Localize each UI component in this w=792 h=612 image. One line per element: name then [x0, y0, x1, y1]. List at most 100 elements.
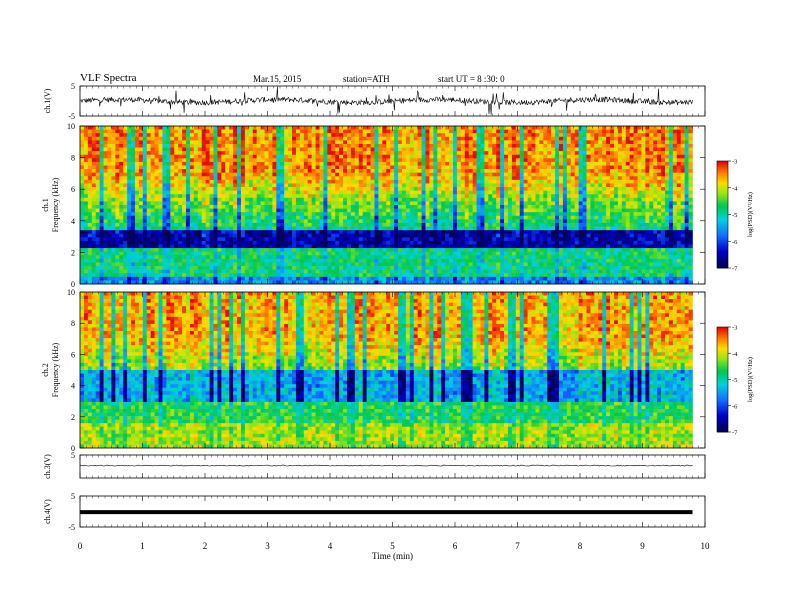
- spectrogram-cell: [586, 201, 591, 206]
- spectrogram-cell: [417, 208, 422, 213]
- spectrogram-cell: [284, 212, 289, 217]
- spectrogram-cell: [519, 190, 524, 195]
- spectrogram-cell: [484, 133, 489, 138]
- spectrogram-cell: [378, 154, 383, 159]
- spectrogram-cell: [111, 169, 116, 173]
- spectrogram-cell: [476, 169, 481, 173]
- spectrogram-cell: [327, 179, 332, 184]
- spectrogram-cell: [590, 194, 595, 199]
- spectrogram-cell: [146, 161, 151, 166]
- spectrogram-cell: [244, 201, 250, 206]
- spectrogram-cell: [162, 219, 167, 224]
- spectrogram-cell: [621, 154, 627, 159]
- spectrogram-cell: [311, 133, 316, 138]
- spectrogram-cell: [437, 158, 442, 163]
- spectrogram-cell: [496, 205, 501, 209]
- spectrogram-cell: [182, 151, 187, 156]
- spectrogram-cell: [531, 133, 536, 138]
- spectrogram-cell: [492, 197, 497, 202]
- spectrogram-cell: [405, 140, 411, 145]
- spectrogram-cell: [684, 147, 689, 152]
- spectrogram-cell: [613, 129, 619, 134]
- spectrogram-cell: [394, 154, 399, 159]
- spectrogram-cell: [621, 158, 627, 163]
- spectrogram-cell: [441, 201, 446, 206]
- spectrogram-cell: [641, 183, 646, 188]
- spectrogram-cell: [555, 176, 560, 181]
- spectrogram-cell: [295, 151, 301, 156]
- spectrogram-cell: [99, 230, 104, 235]
- spectrogram-cell: [511, 183, 517, 188]
- spectrogram-cell: [661, 208, 666, 213]
- spectrogram-cell: [453, 183, 458, 188]
- spectrogram-cell: [586, 190, 591, 195]
- spectrogram-cell: [311, 143, 316, 148]
- spectrogram-cell: [233, 194, 238, 199]
- spectrogram-cell: [299, 158, 305, 163]
- spectrogram-cell: [602, 172, 607, 177]
- spectrogram-cell: [511, 143, 517, 148]
- spectrogram-cell: [229, 226, 234, 231]
- spectrogram-cell: [398, 230, 403, 235]
- spectrogram-cell: [539, 205, 544, 209]
- spectrogram-cell: [590, 133, 595, 138]
- spectrogram-cell: [555, 219, 560, 224]
- spectrogram-cell: [166, 222, 171, 227]
- spectrogram-cell: [668, 158, 674, 163]
- spectrogram-cell: [327, 143, 332, 148]
- spectrogram-cell: [606, 183, 611, 188]
- spectrogram-cell: [146, 151, 151, 156]
- spectrogram-cell: [578, 222, 583, 227]
- spectrogram-cell: [292, 136, 297, 141]
- spectrogram-cell: [633, 205, 638, 209]
- spectrogram-cell: [665, 161, 670, 166]
- spectrogram-cell: [209, 215, 214, 220]
- spectrogram-cell: [107, 161, 112, 166]
- spectrogram-cell: [99, 151, 104, 156]
- spectrogram-cell: [99, 208, 104, 213]
- spectrogram-cell: [504, 187, 509, 191]
- spectrogram-cell: [366, 136, 371, 141]
- spectrogram-cell: [221, 205, 226, 209]
- spectrogram-cell: [382, 176, 387, 181]
- spectrogram-cell: [264, 140, 269, 145]
- spectrogram-cell: [111, 140, 116, 145]
- spectrogram-cell: [256, 151, 261, 156]
- spectrogram-cell: [370, 226, 375, 231]
- spectrogram-cell: [676, 129, 682, 134]
- spectrogram-cell: [280, 136, 285, 141]
- spectrogram-cell: [189, 161, 195, 166]
- spectrogram-cell: [307, 187, 312, 191]
- spectrogram-cell: [413, 187, 418, 191]
- spectrogram-cell: [107, 219, 112, 224]
- spectrogram-cell: [668, 133, 674, 138]
- spectrogram-cell: [378, 226, 383, 231]
- spectrogram-cell: [131, 201, 136, 206]
- spectrogram-cell: [566, 143, 572, 148]
- spectrogram-cell: [539, 140, 544, 145]
- spectrogram-cell: [421, 212, 426, 217]
- spectrogram-cell: [468, 151, 473, 156]
- spectrogram-cell: [229, 161, 234, 166]
- spectrogram-cell: [523, 222, 528, 227]
- spectrogram-cell: [127, 201, 132, 206]
- spectrogram-cell: [311, 187, 316, 191]
- spectrogram-cell: [358, 133, 363, 138]
- spectrogram-cell: [445, 230, 450, 235]
- spectrogram-cell: [83, 226, 89, 231]
- spectrogram-cell: [248, 222, 254, 227]
- spectrogram-cell: [280, 194, 285, 199]
- spectrogram-cell: [594, 136, 599, 141]
- spectrogram-cell: [189, 172, 195, 177]
- spectrogram-cell: [174, 187, 179, 191]
- spectrogram-cell: [668, 201, 674, 206]
- spectrogram-cell: [668, 154, 674, 159]
- spectrogram-cell: [680, 215, 685, 220]
- spectrogram-cell: [441, 154, 446, 159]
- spectrogram-cell: [158, 205, 163, 209]
- spectrogram-cell: [229, 158, 234, 163]
- spectrogram-cell: [221, 158, 226, 163]
- spectrogram-cell: [511, 212, 517, 217]
- spectrogram-cell: [127, 126, 132, 130]
- spectrogram-cell: [606, 140, 611, 145]
